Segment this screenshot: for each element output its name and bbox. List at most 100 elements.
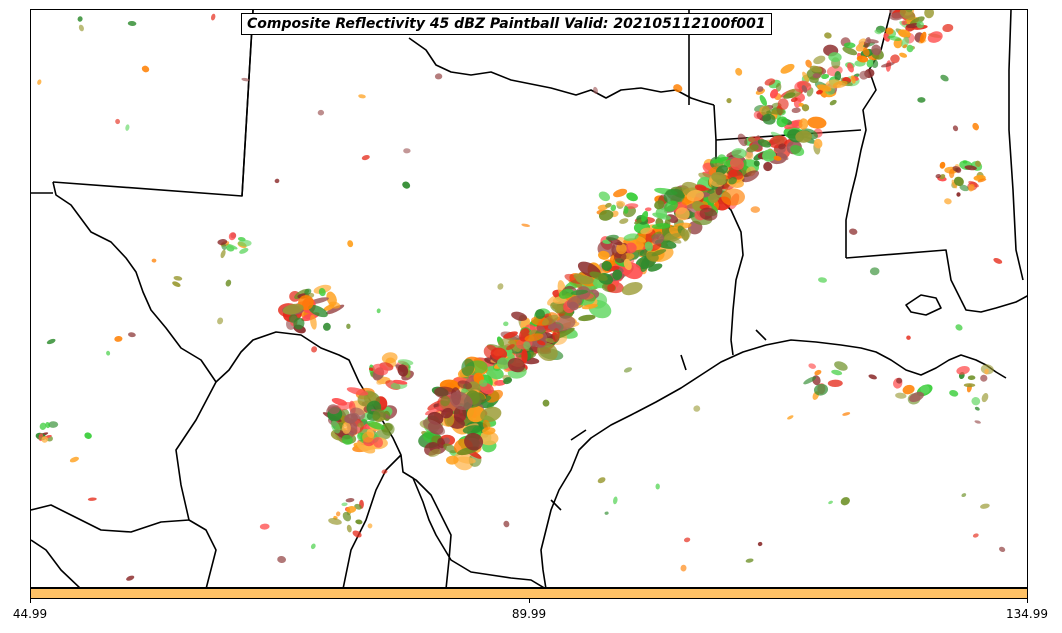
reflectivity-blob: [802, 71, 810, 83]
reflectivity-blob: [115, 118, 121, 125]
reflectivity-blob: [920, 384, 930, 394]
reflectivity-blob: [645, 251, 659, 262]
reflectivity-blob: [769, 88, 779, 99]
reflectivity-blob: [327, 294, 336, 302]
reflectivity-blob: [535, 309, 545, 320]
reflectivity-blob: [372, 409, 386, 423]
reflectivity-blob: [503, 520, 510, 528]
reflectivity-blob: [828, 500, 833, 505]
reflectivity-paintballs: [35, 10, 1006, 581]
reflectivity-blob: [626, 192, 638, 202]
reflectivity-blob: [344, 413, 358, 424]
reflectivity-blob: [862, 47, 870, 57]
reflectivity-blob: [503, 321, 509, 327]
reflectivity-blob: [277, 555, 286, 564]
reflectivity-blob: [644, 241, 653, 252]
reflectivity-blob: [980, 374, 988, 382]
reflectivity-blob: [858, 38, 866, 44]
reflectivity-blob: [648, 263, 663, 272]
reflectivity-blob: [114, 335, 123, 342]
reflectivity-blob: [478, 431, 499, 446]
reflectivity-blob: [541, 314, 559, 326]
reflectivity-blob: [613, 496, 618, 505]
reflectivity-blob: [503, 377, 513, 385]
state-boundaries: [31, 10, 1027, 587]
boundary-nm-tx: [52, 10, 254, 197]
reflectivity-blob: [441, 407, 454, 419]
reflectivity-blob: [967, 375, 976, 381]
reflectivity-blob: [750, 206, 760, 213]
colorbar-label-max: 134.99: [1006, 607, 1048, 621]
reflectivity-blob: [625, 242, 637, 254]
reflectivity-blob: [840, 497, 850, 506]
reflectivity-blob: [963, 383, 976, 388]
boundary-mexico-4: [402, 471, 452, 587]
reflectivity-blob: [341, 502, 348, 507]
reflectivity-blob: [906, 335, 911, 340]
reflectivity-blob: [37, 79, 42, 85]
reflectivity-blob: [803, 376, 817, 385]
reflectivity-blob: [361, 155, 370, 161]
boundary-ms-al: [1008, 10, 1024, 281]
reflectivity-blob: [955, 324, 963, 331]
reflectivity-blob: [225, 243, 238, 250]
reflectivity-blob: [624, 203, 639, 209]
reflectivity-blob: [605, 234, 619, 241]
reflectivity-blob: [403, 148, 411, 154]
reflectivity-blob: [372, 363, 389, 376]
reflectivity-blob: [616, 243, 627, 255]
reflectivity-blob: [308, 304, 328, 318]
reflectivity-blob: [731, 148, 747, 159]
reflectivity-blob: [446, 455, 459, 465]
reflectivity-blob: [827, 379, 843, 388]
reflectivity-blob: [318, 288, 326, 297]
boundary-tx-panhandle: [241, 10, 254, 197]
reflectivity-blob: [746, 144, 759, 153]
reflectivity-blob: [619, 218, 629, 224]
boundary-rio-grande: [52, 181, 545, 587]
reflectivity-blob: [521, 223, 531, 227]
reflectivity-blob: [813, 138, 823, 149]
reflectivity-blob: [623, 233, 639, 241]
reflectivity-blob: [869, 267, 880, 276]
reflectivity-blob: [847, 62, 854, 73]
reflectivity-blob: [457, 380, 473, 390]
reflectivity-blob: [422, 419, 446, 435]
reflectivity-blob: [956, 365, 970, 375]
reflectivity-blob: [443, 443, 457, 454]
reflectivity-blob: [850, 75, 856, 84]
reflectivity-blob: [228, 232, 237, 241]
reflectivity-blob: [808, 363, 816, 369]
reflectivity-blob: [39, 422, 47, 430]
reflectivity-blob: [327, 404, 340, 415]
reflectivity-blob: [453, 405, 467, 423]
reflectivity-blob: [173, 276, 183, 281]
reflectivity-blob: [948, 168, 955, 179]
reflectivity-blob: [425, 406, 444, 416]
reflectivity-blob: [782, 155, 789, 161]
boundary-mexico-2: [31, 504, 190, 533]
map-panel: [30, 9, 1028, 588]
reflectivity-blob: [762, 113, 776, 125]
reflectivity-blob: [345, 498, 355, 503]
reflectivity-blob: [935, 173, 941, 179]
reflectivity-map: [31, 10, 1027, 587]
reflectivity-blob: [956, 192, 961, 197]
reflectivity-blob: [764, 78, 776, 86]
boundary-mississippi: [845, 10, 892, 258]
reflectivity-blob: [507, 358, 526, 373]
reflectivity-blob: [759, 95, 767, 106]
reflectivity-blob: [778, 143, 786, 150]
reflectivity-blob: [972, 533, 979, 538]
reflectivity-blob: [331, 398, 348, 406]
reflectivity-blob: [211, 13, 216, 21]
reflectivity-blob: [217, 317, 224, 325]
reflectivity-blob: [790, 145, 805, 156]
reflectivity-blob: [127, 20, 137, 27]
reflectivity-blob: [984, 368, 989, 375]
reflectivity-blob: [282, 303, 304, 315]
reflectivity-blob: [511, 311, 528, 321]
reflectivity-blob: [807, 116, 827, 129]
boundary-mexico-3: [342, 454, 402, 587]
reflectivity-blob: [542, 399, 550, 407]
